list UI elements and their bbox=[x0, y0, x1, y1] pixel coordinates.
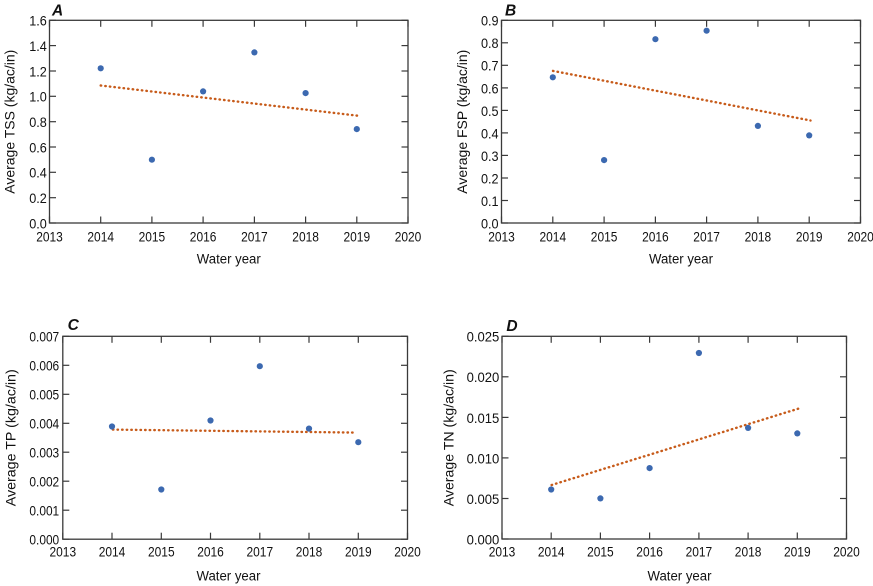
svg-text:Average TSS (kg/ac/in): Average TSS (kg/ac/in) bbox=[3, 50, 18, 194]
svg-text:0.9: 0.9 bbox=[481, 14, 499, 30]
svg-text:2020: 2020 bbox=[395, 230, 422, 246]
svg-text:2020: 2020 bbox=[847, 230, 873, 246]
svg-text:Average TN (kg/ac/in): Average TN (kg/ac/in) bbox=[441, 369, 456, 506]
svg-text:2013: 2013 bbox=[36, 230, 63, 246]
svg-text:Average FSP (kg/ac/in): Average FSP (kg/ac/in) bbox=[455, 50, 470, 194]
svg-text:2018: 2018 bbox=[745, 230, 772, 246]
svg-text:2014: 2014 bbox=[99, 544, 126, 560]
svg-text:2018: 2018 bbox=[296, 544, 323, 560]
svg-text:2015: 2015 bbox=[591, 230, 618, 246]
svg-text:0.1: 0.1 bbox=[481, 194, 499, 210]
svg-text:2018: 2018 bbox=[292, 230, 319, 246]
svg-text:0.002: 0.002 bbox=[29, 475, 59, 491]
svg-text:2016: 2016 bbox=[197, 544, 224, 560]
svg-text:0.005: 0.005 bbox=[29, 388, 59, 404]
svg-text:2017: 2017 bbox=[686, 544, 713, 560]
svg-text:0.020: 0.020 bbox=[467, 370, 500, 386]
svg-text:2015: 2015 bbox=[587, 544, 614, 560]
svg-text:0.015: 0.015 bbox=[467, 411, 500, 427]
svg-text:1.0: 1.0 bbox=[29, 90, 47, 106]
svg-text:2020: 2020 bbox=[394, 544, 421, 560]
svg-text:0.025: 0.025 bbox=[467, 330, 500, 346]
svg-text:B: B bbox=[505, 2, 516, 19]
svg-text:0.0: 0.0 bbox=[29, 216, 47, 232]
svg-text:0.2: 0.2 bbox=[29, 191, 47, 207]
svg-text:1.4: 1.4 bbox=[29, 39, 47, 55]
svg-text:2015: 2015 bbox=[148, 544, 175, 560]
svg-text:2014: 2014 bbox=[538, 544, 565, 560]
svg-text:C: C bbox=[68, 317, 80, 334]
svg-text:2016: 2016 bbox=[642, 230, 669, 246]
svg-text:0.010: 0.010 bbox=[467, 451, 500, 467]
svg-text:0.000: 0.000 bbox=[29, 533, 59, 549]
svg-text:0.6: 0.6 bbox=[481, 81, 499, 97]
svg-text:0.4: 0.4 bbox=[29, 166, 47, 182]
svg-text:0.3: 0.3 bbox=[481, 149, 499, 165]
svg-text:D: D bbox=[506, 318, 517, 335]
svg-text:0.6: 0.6 bbox=[29, 140, 47, 156]
svg-text:0.8: 0.8 bbox=[29, 115, 47, 131]
svg-text:0.003: 0.003 bbox=[29, 446, 59, 462]
svg-text:2013: 2013 bbox=[488, 230, 515, 246]
svg-text:0.005: 0.005 bbox=[467, 492, 500, 508]
svg-text:Water year: Water year bbox=[197, 252, 262, 267]
svg-text:2014: 2014 bbox=[540, 230, 567, 246]
svg-text:0.006: 0.006 bbox=[29, 359, 59, 375]
svg-text:2018: 2018 bbox=[735, 544, 762, 560]
svg-text:2017: 2017 bbox=[241, 230, 268, 246]
svg-text:1.6: 1.6 bbox=[29, 14, 47, 30]
svg-text:0.8: 0.8 bbox=[481, 36, 499, 52]
svg-text:0.001: 0.001 bbox=[29, 504, 59, 520]
svg-text:2017: 2017 bbox=[693, 230, 720, 246]
svg-text:0.4: 0.4 bbox=[481, 126, 499, 142]
svg-text:2015: 2015 bbox=[139, 230, 166, 246]
svg-text:Water year: Water year bbox=[648, 569, 713, 584]
svg-text:1.2: 1.2 bbox=[29, 64, 47, 80]
svg-text:0.007: 0.007 bbox=[29, 330, 59, 346]
svg-text:0.7: 0.7 bbox=[481, 59, 499, 75]
svg-text:0.004: 0.004 bbox=[29, 417, 59, 433]
svg-text:A: A bbox=[51, 2, 63, 19]
svg-text:2013: 2013 bbox=[489, 544, 516, 560]
svg-text:2014: 2014 bbox=[87, 230, 114, 246]
svg-text:2013: 2013 bbox=[50, 544, 77, 560]
svg-text:Average TP (kg/ac/in): Average TP (kg/ac/in) bbox=[3, 369, 18, 506]
svg-text:2016: 2016 bbox=[190, 230, 217, 246]
svg-text:2020: 2020 bbox=[833, 544, 860, 560]
svg-text:Water year: Water year bbox=[649, 252, 714, 267]
svg-text:0.5: 0.5 bbox=[481, 104, 499, 120]
svg-text:2019: 2019 bbox=[796, 230, 823, 246]
svg-text:0.0: 0.0 bbox=[481, 216, 499, 232]
svg-text:2019: 2019 bbox=[345, 544, 372, 560]
svg-text:2016: 2016 bbox=[636, 544, 663, 560]
svg-text:2019: 2019 bbox=[344, 230, 371, 246]
svg-text:2019: 2019 bbox=[784, 544, 811, 560]
svg-text:Water year: Water year bbox=[197, 569, 262, 584]
svg-text:0.2: 0.2 bbox=[481, 171, 499, 187]
svg-text:0.000: 0.000 bbox=[467, 532, 500, 548]
svg-text:2017: 2017 bbox=[247, 544, 274, 560]
